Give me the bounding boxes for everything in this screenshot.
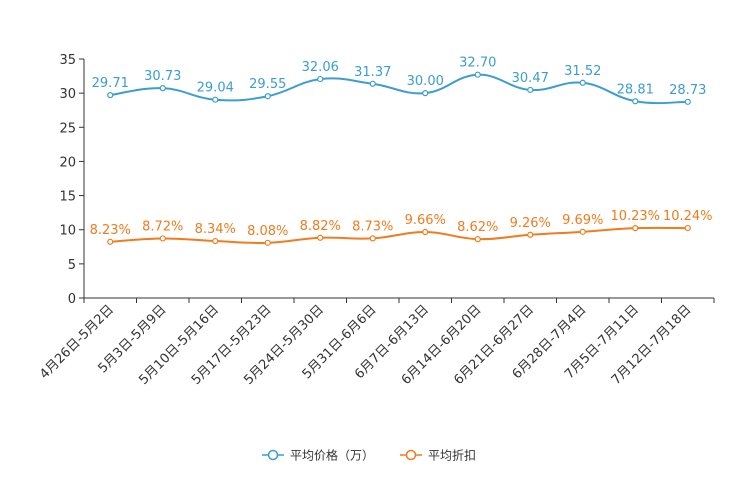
data-point [527, 231, 534, 238]
data-point [579, 79, 586, 86]
data-label: 32.06 [302, 60, 339, 75]
data-point [369, 235, 376, 242]
y-tick-label: 25 [59, 121, 76, 136]
data-point [474, 236, 481, 243]
y-tick-label: 20 [59, 155, 76, 170]
data-point [422, 90, 429, 97]
legend-marker-icon [267, 449, 279, 461]
data-point [369, 80, 376, 87]
data-point [317, 75, 324, 83]
data-point [159, 235, 166, 242]
legend[interactable]: 平均价格（万） 平均折扣 [262, 448, 476, 463]
series-layer: 29.71 30.73 29.04 29.55 32.06 31.37 30.00 32.70… [90, 56, 713, 246]
data-label: 10.23% [610, 209, 660, 224]
data-label: 30.47 [512, 71, 549, 86]
data-point [159, 85, 166, 92]
y-tick-label: 35 [59, 53, 76, 68]
data-label: 8.62% [457, 220, 498, 235]
y-tick-label: 0 [68, 292, 76, 307]
data-point [212, 96, 219, 103]
data-label: 29.04 [197, 81, 234, 96]
data-label: 31.37 [354, 65, 391, 80]
data-point [684, 98, 691, 105]
series-1: 29.71 30.73 29.04 29.55 32.06 31.37 30.00 32.70… [92, 56, 706, 105]
legend-item-1[interactable]: 平均价格（万） [262, 448, 374, 463]
data-point [474, 71, 481, 78]
data-point [684, 224, 691, 232]
x-axis: 4月26日-5月2日5月3日-5月9日5月10日-5月16日5月17日-5月23… [37, 297, 715, 388]
data-label: 8.08% [247, 224, 288, 239]
data-label: 9.26% [510, 216, 551, 231]
y-tick-label: 15 [59, 190, 76, 205]
data-label: 31.52 [564, 64, 601, 79]
data-point [107, 92, 114, 99]
data-point [107, 238, 114, 245]
data-label: 28.81 [617, 82, 654, 97]
data-label: 30.00 [407, 74, 444, 89]
data-point [579, 228, 586, 235]
y-tick-label: 10 [59, 224, 76, 239]
data-label: 8.73% [352, 219, 393, 234]
data-label: 8.72% [142, 219, 183, 234]
data-label: 32.70 [459, 56, 496, 71]
legend-label: 平均折扣 [428, 448, 476, 463]
y-tick-label: 5 [68, 258, 76, 273]
series-line [110, 73, 688, 105]
legend-marker-icon [405, 449, 417, 461]
y-tick-label: 30 [59, 87, 76, 102]
data-point [264, 239, 271, 246]
y-axis: 0 5 10 15 20 25 30 35 [59, 53, 85, 307]
series-line [110, 226, 688, 244]
data-label: 9.66% [405, 213, 446, 228]
data-label: 8.34% [195, 222, 236, 237]
data-point [212, 237, 219, 245]
data-label: 29.71 [92, 76, 129, 91]
data-point [632, 225, 639, 232]
data-label: 8.23% [90, 223, 131, 238]
data-point [632, 98, 639, 105]
data-label: 29.55 [249, 77, 286, 92]
data-point [527, 86, 534, 94]
series-2: 8.23% 8.72% 8.34% 8.08% 8.82% 8.73% 9.66% 8.62%… [90, 209, 713, 246]
data-point [264, 93, 271, 100]
data-label: 8.82% [300, 219, 341, 234]
data-label: 10.24% [663, 209, 713, 224]
data-label: 28.73 [669, 83, 706, 98]
data-label: 30.73 [144, 69, 181, 84]
data-point [317, 234, 324, 241]
data-point [422, 228, 429, 236]
legend-label: 平均价格（万） [290, 448, 374, 463]
data-label: 9.69% [562, 213, 603, 228]
legend-item-2[interactable]: 平均折扣 [400, 448, 476, 463]
